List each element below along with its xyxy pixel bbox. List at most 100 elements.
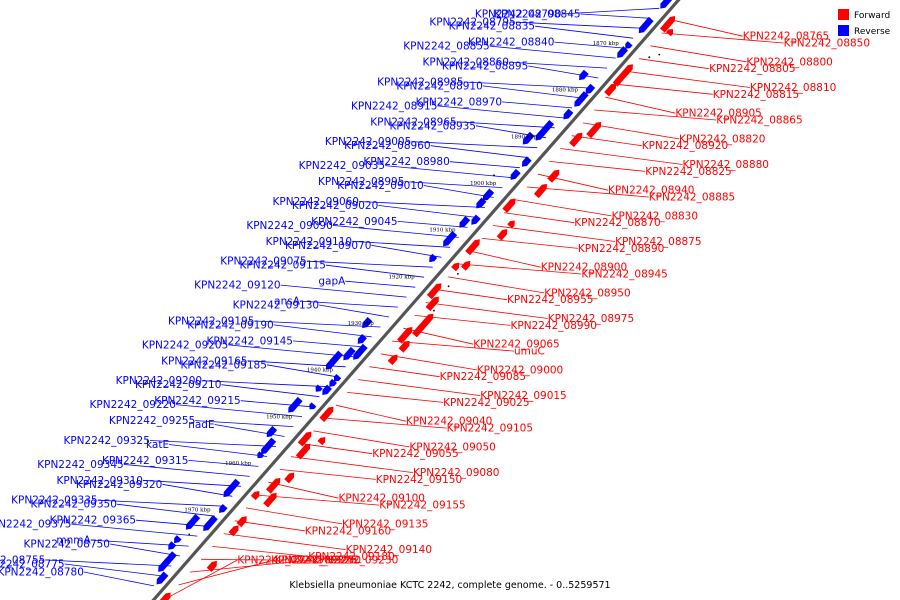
reverse-gene-label[interactable]: KPN2242_09110: [266, 236, 352, 248]
reverse-gene-label[interactable]: KPN2242_08840: [468, 37, 554, 49]
forward-gene-label[interactable]: KPN2242_08900: [541, 262, 627, 274]
forward-gene-label[interactable]: KPN2242_08810: [750, 82, 836, 94]
reverse-gene-label[interactable]: KPN2242_09165: [161, 355, 247, 367]
forward-gene-label[interactable]: KPN2242_09135: [342, 518, 428, 530]
reverse-gene-label[interactable]: KPN2242_08910: [396, 80, 482, 92]
reverse-gene-label[interactable]: KPN2242_09070: [285, 240, 371, 252]
reverse-gene-label[interactable]: KPN2242_09345: [37, 459, 123, 471]
reverse-gene-label[interactable]: KPN2242_09350: [30, 499, 116, 511]
forward-gene-label[interactable]: KPN2242_08975: [548, 313, 634, 325]
forward-gene-label[interactable]: KPN2242_09225: [271, 555, 357, 567]
forward-gene-label[interactable]: KPN2242_08815: [713, 89, 799, 101]
reverse-gene-label[interactable]: KPN2242_09195: [168, 316, 254, 328]
reverse-gene-label[interactable]: KPN2242_08795: [429, 17, 515, 29]
forward-gene-label[interactable]: KPN2242_09015: [480, 390, 566, 402]
reverse-gene-label[interactable]: KPN2242_08860: [423, 57, 509, 69]
reverse-gene-label[interactable]: nadE: [188, 419, 214, 431]
forward-gene-label[interactable]: KPN2242_09055: [372, 448, 458, 460]
forward-gene-label[interactable]: KPN2242_09000: [477, 364, 563, 376]
reverse-gene-label[interactable]: KPN2242_09200: [116, 375, 202, 387]
reverse-gene-label[interactable]: KPN2242_09220: [90, 399, 176, 411]
reverse-gene-label[interactable]: KPN2242_09205: [142, 339, 228, 351]
forward-gene-label[interactable]: KPN2242_08905: [675, 108, 761, 120]
forward-gene-label[interactable]: KPN2242_09180: [308, 551, 394, 563]
reverse-gene-label[interactable]: KPN2242_09075: [220, 256, 306, 268]
forward-gene-label[interactable]: KPN2242_09140: [346, 544, 432, 556]
reverse-gene-label[interactable]: KPN2242_09010: [337, 180, 423, 192]
forward-gene-label[interactable]: KPN2242_09080: [413, 467, 499, 479]
forward-gene-label[interactable]: KPN2242_08850: [784, 38, 870, 50]
reverse-gene-label[interactable]: KPN2242_08855: [403, 41, 489, 53]
reverse-gene-label[interactable]: KPN2242_09210: [135, 379, 221, 391]
reverse-gene-label[interactable]: KPN2242_09130: [233, 300, 319, 312]
forward-gene-label[interactable]: KPN2242_08950: [544, 287, 630, 299]
reverse-gene-label[interactable]: KPN2242_08960: [344, 140, 430, 152]
reverse-gene-label[interactable]: KPN2242_08755: [0, 555, 45, 567]
reverse-gene-label[interactable]: KPN2242_09335: [11, 495, 97, 507]
reverse-gene-label[interactable]: KPN2242_08970: [416, 96, 502, 108]
forward-gene-label[interactable]: KPN2242_09085: [440, 371, 526, 383]
forward-gene-label[interactable]: KPN2242_08800: [746, 56, 832, 68]
reverse-gene-label[interactable]: KPN2242_09215: [154, 395, 240, 407]
reverse-gene-label[interactable]: KPN2242_08895: [442, 61, 528, 73]
forward-gene-label[interactable]: KPN2242_08865: [716, 115, 802, 127]
forward-gene-label[interactable]: KPN2242_08940: [608, 185, 694, 197]
forward-gene-label[interactable]: KPN2242_09235: [237, 555, 323, 567]
forward-gene-label[interactable]: KPN2242_08920: [642, 140, 728, 152]
forward-gene-label[interactable]: KPN2242_08870: [574, 217, 660, 229]
reverse-gene-label[interactable]: KPN2242_09045: [311, 216, 397, 228]
reverse-gene-label[interactable]: KPN2242_09060: [273, 196, 359, 208]
forward-gene-label[interactable]: KPN2242_09250: [275, 555, 361, 567]
forward-gene-label[interactable]: KPN2242_08885: [649, 192, 735, 204]
forward-gene-label[interactable]: KPN2242_09160: [305, 525, 391, 537]
reverse-gene-label[interactable]: KPN2242_09315: [102, 455, 188, 467]
forward-gene-label[interactable]: KPN2242_08880: [683, 159, 769, 171]
forward-gene-label[interactable]: KPN2242_09105: [447, 423, 533, 435]
reverse-gene-label[interactable]: KPN2242_08985: [377, 77, 463, 89]
reverse-gene-label[interactable]: KPN2242_09320: [76, 479, 162, 491]
reverse-gene-label[interactable]: katE: [146, 439, 169, 451]
reverse-gene-label[interactable]: KPN2242_08995: [318, 176, 404, 188]
forward-gene-label[interactable]: KPN2242_08830: [612, 210, 698, 222]
reverse-gene-label[interactable]: KPN2242_09255: [109, 415, 195, 427]
reverse-gene-label[interactable]: KPN2242_09120: [194, 280, 280, 292]
reverse-gene-label[interactable]: mnmA: [56, 535, 91, 547]
reverse-gene-label[interactable]: KPN2242_09375: [0, 519, 71, 531]
forward-gene-label[interactable]: KPN2242_08945: [581, 269, 667, 281]
reverse-gene-label[interactable]: KPN2242_09185: [180, 359, 266, 371]
reverse-gene-label[interactable]: KPN2242_08845: [494, 9, 580, 21]
reverse-gene-label[interactable]: KPN2242_09325: [63, 435, 149, 447]
forward-gene-label[interactable]: KPN2242_08955: [507, 294, 593, 306]
reverse-gene-label[interactable]: KPN2242_08775: [0, 559, 65, 571]
forward-gene-label[interactable]: KPN2242_08820: [679, 133, 765, 145]
forward-gene-label[interactable]: KPN2242_09065: [473, 339, 559, 351]
reverse-gene-label[interactable]: KPN2242_09020: [292, 200, 378, 212]
reverse-gene-label[interactable]: KPN2242_08965: [370, 116, 456, 128]
reverse-gene-label[interactable]: KPN2242_09190: [187, 319, 273, 331]
forward-gene-label[interactable]: KPN2242_08765: [743, 31, 829, 43]
reverse-gene-label[interactable]: KPN2242_09145: [207, 335, 293, 347]
forward-gene-label[interactable]: KPN2242_09100: [339, 493, 425, 505]
reverse-gene-label[interactable]: gapA: [318, 276, 346, 288]
reverse-gene-label[interactable]: KPN2242_09115: [240, 260, 326, 272]
forward-gene-label[interactable]: KPN2242_09025: [443, 397, 529, 409]
reverse-gene-label[interactable]: KPN2242_08835: [449, 21, 535, 33]
forward-gene-label[interactable]: KPN2242_08825: [645, 166, 731, 178]
forward-gene-label[interactable]: KPN2242_09230: [312, 555, 398, 567]
forward-gene-label[interactable]: KPN2242_09040: [406, 416, 492, 428]
reverse-gene-label[interactable]: KPN2242_08780: [0, 567, 84, 579]
forward-gene-label[interactable]: KPN2242_09155: [379, 500, 465, 512]
reverse-gene-label[interactable]: KPN2242_09035: [299, 160, 385, 172]
forward-gene-label[interactable]: KPN2242_08890: [578, 243, 664, 255]
forward-gene-label[interactable]: KPN2242_09150: [376, 474, 462, 486]
reverse-gene-label[interactable]: KPN2242_09310: [57, 475, 143, 487]
forward-gene-label[interactable]: umuC: [514, 346, 545, 358]
reverse-gene-label[interactable]: KPN2242_09005: [325, 136, 411, 148]
reverse-gene-label[interactable]: KPN2242_08935: [390, 120, 476, 132]
reverse-gene-label[interactable]: KPN2242_09365: [50, 515, 136, 527]
forward-gene-label[interactable]: KPN2242_08990: [511, 320, 597, 332]
forward-gene-label[interactable]: KPN2242_08805: [709, 63, 795, 75]
reverse-gene-label[interactable]: KPN2242_09090: [246, 220, 332, 232]
reverse-gene-label[interactable]: KPN2242_08980: [363, 156, 449, 168]
reverse-gene-label[interactable]: KPN2242_08915: [351, 100, 437, 112]
